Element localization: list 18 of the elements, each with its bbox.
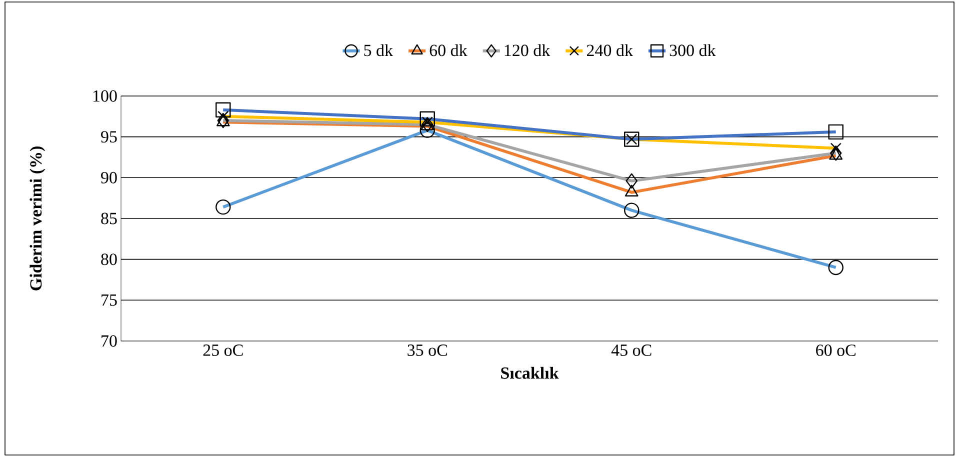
- legend-label: 120 dk: [504, 44, 550, 56]
- y-tick-label: 90: [101, 172, 117, 184]
- x-tick-label: 25 oC: [203, 344, 243, 356]
- x-tick-label: 60 oC: [816, 344, 856, 356]
- y-tick-label: 80: [101, 254, 117, 266]
- legend-label: 300 dk: [670, 44, 716, 56]
- y-tick-label: 70: [102, 335, 117, 347]
- y-tick-label: 75: [102, 294, 117, 306]
- legend-label: 60 dk: [430, 44, 468, 56]
- y-tick-label: 85: [101, 212, 117, 224]
- y-tick-label: 95: [101, 131, 117, 143]
- x-tick-label: 45 oC: [611, 344, 652, 356]
- y-tick-label: 100: [93, 90, 117, 102]
- y-axis-title: Giderim verimi (%): [30, 146, 46, 290]
- legend-label: 240 dk: [586, 44, 633, 56]
- x-tick-label: 35 oC: [408, 344, 447, 356]
- x-axis-title: Sıcaklık: [501, 366, 559, 379]
- legend-label: 5 dk: [364, 44, 394, 56]
